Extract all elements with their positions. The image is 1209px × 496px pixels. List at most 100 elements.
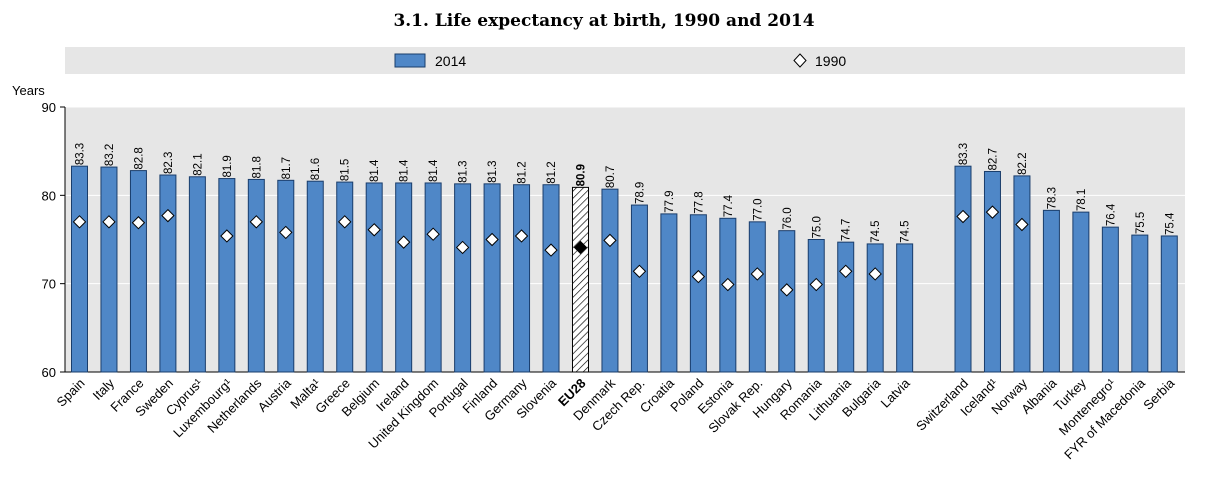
value-label-germany: 81.2 — [517, 161, 529, 183]
marker-1990-slovenia — [544, 243, 558, 257]
bar-poland — [689, 214, 707, 373]
value-label-belgium: 81.4 — [369, 159, 381, 182]
bar-netherlands — [247, 178, 265, 373]
marker-1990-estonia — [721, 277, 735, 292]
value-label-eu28: 80.9 — [575, 164, 587, 186]
marker-1990-luxembourg — [220, 229, 234, 243]
bar-austria — [277, 179, 295, 373]
marker-1990-portugal — [455, 240, 470, 255]
value-label-sweden: 82.3 — [163, 152, 175, 174]
marker-1990-slovak-rep — [750, 267, 765, 281]
value-label-lithuania: 74.7 — [841, 219, 853, 241]
x-label-latvia: Latvia — [878, 375, 914, 411]
bar-hungary — [778, 230, 796, 373]
value-label-italy: 83.2 — [104, 144, 116, 166]
bars-2014 — [71, 165, 1178, 373]
bar-spain — [71, 165, 88, 373]
value-label-albania: 78.3 — [1046, 187, 1058, 209]
bar-czech-rep — [630, 204, 648, 373]
bar-fyr-of-macedonia — [1131, 234, 1149, 373]
bar-belgium — [365, 182, 383, 373]
marker-1990-greece — [338, 215, 352, 229]
x-label-austria: Austria — [255, 375, 295, 415]
chart-title: 3.1. Life expectancy at birth, 1990 and … — [393, 11, 814, 31]
value-label-switzerland: 83.3 — [958, 143, 970, 165]
bar-norway — [1013, 175, 1031, 373]
marker-1990-finland — [485, 232, 499, 247]
bar-switzerland — [954, 165, 972, 373]
value-label-czech-rep: 78.9 — [634, 182, 646, 204]
value-label-cyprus: 82.1 — [192, 153, 204, 175]
value-label-fyr-of-macedonia: 75.5 — [1135, 212, 1147, 234]
y-tick-label-80: 80 — [42, 188, 56, 203]
value-label-montenegro: 76.4 — [1105, 203, 1117, 226]
bar-slovenia — [542, 184, 560, 373]
legend: 2014 1990 — [394, 53, 846, 69]
marker-1990-lithuania — [839, 264, 853, 279]
value-label-croatia: 77.9 — [664, 190, 676, 212]
x-label-spain: Spain — [54, 376, 88, 410]
bar-turkey — [1072, 211, 1090, 373]
value-label-luxembourg: 81.9 — [222, 155, 234, 177]
value-label-serbia: 75.4 — [1164, 212, 1176, 235]
value-label-portugal: 81.3 — [458, 160, 470, 182]
bar-germany — [513, 184, 531, 373]
value-label-latvia: 74.5 — [900, 221, 912, 243]
marker-1990-sweden — [161, 208, 175, 223]
marker-1990-romania — [809, 277, 823, 292]
value-label-france: 82.8 — [133, 147, 145, 169]
value-label-hungary: 76.0 — [782, 207, 794, 229]
bar-denmark — [601, 188, 619, 373]
value-label-austria: 81.7 — [281, 157, 293, 179]
bar-lithuania — [837, 241, 855, 373]
marker-1990-denmark — [603, 233, 617, 248]
y-tick-label-90: 90 — [42, 100, 56, 115]
bar-portugal — [454, 183, 472, 373]
bar-slovak-rep — [748, 221, 766, 373]
bar-montenegro — [1101, 226, 1119, 373]
marker-1990-united-kingdom — [426, 227, 440, 241]
bar-albania — [1042, 209, 1060, 373]
bar-cyprus — [188, 176, 206, 373]
bar-croatia — [660, 213, 678, 373]
value-label-netherlands: 81.8 — [251, 156, 263, 178]
value-label-estonia: 77.4 — [723, 194, 735, 217]
legend-label-2014: 2014 — [435, 53, 466, 69]
bar-malta — [306, 180, 324, 373]
bar-estonia — [719, 217, 737, 373]
value-label-greece: 81.5 — [340, 159, 352, 181]
marker-1990-norway — [1015, 217, 1029, 232]
marker-1990-czech-rep — [632, 264, 647, 279]
bar-finland — [483, 183, 501, 373]
value-label-turkey: 78.1 — [1076, 189, 1088, 211]
value-label-ireland: 81.4 — [399, 159, 411, 182]
bar-france — [129, 170, 147, 373]
bar-romania — [807, 239, 825, 373]
marker-1990-eu28 — [573, 240, 588, 255]
bar-eu28 — [571, 186, 589, 373]
bar-greece — [336, 181, 354, 373]
bar-sweden — [159, 174, 177, 373]
x-axis-labels: Spain ItalyFranceSwedenCyprus¹Luxembourg¹… — [54, 375, 1178, 462]
legend-label-1990: 1990 — [815, 53, 846, 69]
marker-1990-ireland — [396, 235, 411, 249]
y-tick-label-60: 60 — [42, 365, 56, 380]
value-label-slovak-rep: 77.0 — [752, 198, 764, 220]
value-label-denmark: 80.7 — [605, 166, 617, 188]
marker-1990-hungary — [780, 283, 794, 297]
marker-1990-poland — [691, 269, 706, 284]
marker-1990-spain — [72, 215, 87, 229]
marker-1990-switzerland — [956, 209, 970, 224]
y-tick-label-70: 70 — [42, 277, 56, 292]
value-label-malta: 81.6 — [310, 158, 322, 180]
marker-1990-italy — [102, 215, 116, 229]
value-labels: 83.3 83.2 82.8 82.3 82.1 81.9 81.8 81.7 81.6 81.5… — [75, 143, 1177, 243]
value-label-poland: 77.8 — [693, 191, 705, 213]
y-axis-label: Years — [12, 83, 45, 98]
legend-swatch-2014 — [394, 53, 426, 68]
marker-1990-netherlands — [249, 215, 264, 229]
markers-1990 — [72, 205, 1029, 297]
bar-bulgaria — [866, 243, 884, 373]
value-label-slovenia: 81.2 — [546, 161, 558, 183]
value-label-finland: 81.3 — [487, 160, 499, 182]
